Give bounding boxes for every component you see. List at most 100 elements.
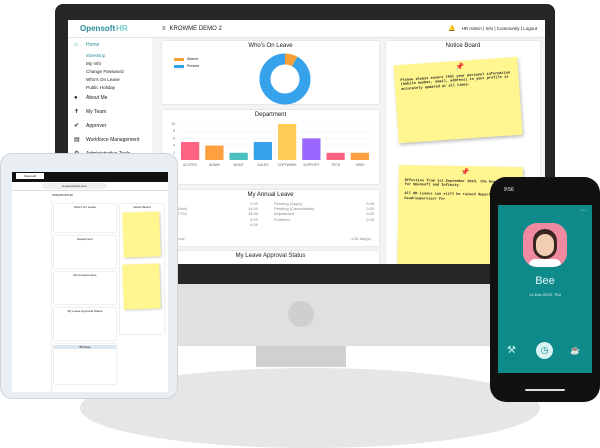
card-title: Department <box>254 112 287 118</box>
sidebar-subitem[interactable]: Who's On Leave <box>86 77 120 83</box>
x-tick-label: SALES <box>257 163 269 167</box>
leave-value: 6.00 <box>250 216 258 222</box>
leave-value: 0.00 <box>366 201 374 206</box>
tablet-card-title: My Leave Approval Status <box>67 309 103 313</box>
bar-accprc[interactable] <box>181 142 200 160</box>
tablet-card: Department <box>54 236 116 268</box>
home-icon: ⌂ <box>74 41 78 48</box>
sidebar-item[interactable]: ✝ My Team <box>68 105 152 119</box>
leave-value: 0.00 <box>366 206 374 212</box>
leave-value: 0.00 <box>366 216 374 222</box>
phone-device: 9:56 ··· Bee 14 Dec 2023, Thu ⚒ ◷ ☕ <box>490 177 600 402</box>
leave-label: Adjustment <box>274 211 295 217</box>
cup-icon[interactable]: ☕ <box>570 346 580 355</box>
address-bar[interactable]: ● opsconnect.com <box>12 182 168 191</box>
approval-status-card: My Leave Approval Status <box>162 251 379 264</box>
x-tick-label: VIRDI <box>355 163 364 167</box>
top-link[interactable]: Community <box>496 26 520 31</box>
sidebar-subitem[interactable]: My Info <box>86 60 102 66</box>
legend-item: Present <box>174 64 199 68</box>
tools-icon[interactable]: ⚒ <box>507 345 516 356</box>
legend-swatch <box>174 57 184 61</box>
sidebar-label: My Team <box>86 108 107 115</box>
sidebar-label: About Me <box>86 95 108 102</box>
y-tick-label: 6 <box>173 136 175 140</box>
phone-time: 9:56 <box>504 187 514 193</box>
team-icon: ✝ <box>74 109 80 116</box>
clock-icon[interactable]: ◷ <box>536 342 553 359</box>
separator: | <box>493 26 497 31</box>
leave-label: Pending (Apply) <box>274 201 303 206</box>
avatar <box>523 223 567 267</box>
url-text: ● opsconnect.com <box>42 183 107 189</box>
annual-leave-card: My Annual Leave 0.00ment (Total)14.00men… <box>162 190 379 246</box>
bar-virdi[interactable] <box>350 152 369 160</box>
tablet-company: OPENSOFTHR <box>52 193 73 197</box>
bar-tech[interactable] <box>326 152 345 160</box>
home-indicator[interactable] <box>525 389 565 391</box>
sidebar-subitem[interactable]: eDesktop <box>86 52 106 58</box>
bar-support[interactable] <box>302 138 321 160</box>
top-link[interactable]: Info <box>485 26 494 31</box>
card-title: My Leave Approval Status <box>235 253 306 259</box>
tablet-card: Who's On Leave <box>54 204 116 232</box>
y-tick-label: 4 <box>173 144 175 148</box>
top-header: Opensoft HR ≡ KROWME DEMO 2 🔔 HR Admin | … <box>68 20 545 38</box>
donut-slice-absent <box>259 53 311 105</box>
sidebar-item[interactable]: ✔ Approver <box>68 119 152 133</box>
ellipsis-icon[interactable]: ··· <box>580 207 587 214</box>
legend-swatch <box>174 64 184 68</box>
tablet-card: Birthday <box>54 344 116 384</box>
x-tick-label: SOFTWARE <box>278 163 298 167</box>
leave-value: 15.50 <box>247 211 258 217</box>
whos-on-leave-card: Who's On Leave Absent Present <box>162 41 379 105</box>
top-link[interactable]: Logout <box>523 26 537 31</box>
browser-tab[interactable]: Opensoft <box>16 173 45 179</box>
sidebar-label: Home <box>86 41 100 48</box>
tablet-card-title: Notice Board <box>133 205 151 209</box>
check-badge-icon: ✔ <box>74 123 80 130</box>
card-title: Who's On Leave <box>248 43 293 49</box>
separator: | <box>481 26 486 31</box>
tablet-card-title: Department <box>77 237 93 241</box>
tablet-tab-bar: Opensoft <box>12 172 168 182</box>
date-label: 14 Dec 2023, Thu <box>529 292 561 297</box>
bar-admin[interactable] <box>205 145 224 160</box>
bar-mgmt[interactable] <box>229 152 248 160</box>
user-name: Bee <box>535 275 555 287</box>
leave-label: Pending (Cancellation) <box>274 206 315 212</box>
leave-row: Adjustment 0.00 <box>274 211 374 216</box>
x-tick-label: ACCPRC <box>183 163 198 167</box>
tablet-sidebar <box>12 200 52 392</box>
leave-row: 6.00 <box>166 217 258 222</box>
tablet-header: OPENSOFTHR <box>12 191 168 199</box>
bar-software[interactable] <box>278 124 297 160</box>
person-icon: ● <box>74 95 78 102</box>
sidebar-item[interactable]: ● About Me <box>68 92 152 105</box>
note-text: Please always ensure that your personal … <box>400 71 511 92</box>
sidebar-subitem[interactable]: Change Password <box>86 68 124 74</box>
hamburger-icon[interactable]: ≡ <box>162 25 166 32</box>
tablet-sticky-note <box>122 211 161 258</box>
leave-row: Pending (Apply) 0.00 <box>274 201 374 206</box>
pushpin-icon: 📌 <box>455 63 465 73</box>
donut-chart <box>259 53 311 105</box>
bell-icon[interactable]: 🔔 <box>448 26 456 32</box>
bar-sales[interactable] <box>253 142 272 160</box>
leave-value: 0.00 <box>250 201 258 206</box>
y-tick-label: 8 <box>173 129 175 133</box>
sidebar-item-home[interactable]: ⌂ Home <box>68 38 152 51</box>
leave-row: Taken6.00 <box>166 222 258 227</box>
donut-slice-present <box>259 53 311 105</box>
brand-logo[interactable]: Opensoft HR <box>80 24 160 33</box>
y-tick-label: 2 <box>173 151 175 155</box>
leave-row: 0.00 <box>166 201 258 206</box>
monitor-neck <box>256 345 346 367</box>
top-link[interactable]: HR Admin <box>461 26 482 31</box>
legend-label: Absent <box>187 57 198 61</box>
leave-value: 6.00 <box>250 221 258 227</box>
sidebar-label: Workforce Management <box>86 136 140 143</box>
sidebar-item[interactable]: ▤ Workforce Management <box>68 133 152 147</box>
card-title: My Annual Leave <box>247 192 294 198</box>
sidebar-subitem[interactable]: Public Holiday <box>86 85 116 91</box>
